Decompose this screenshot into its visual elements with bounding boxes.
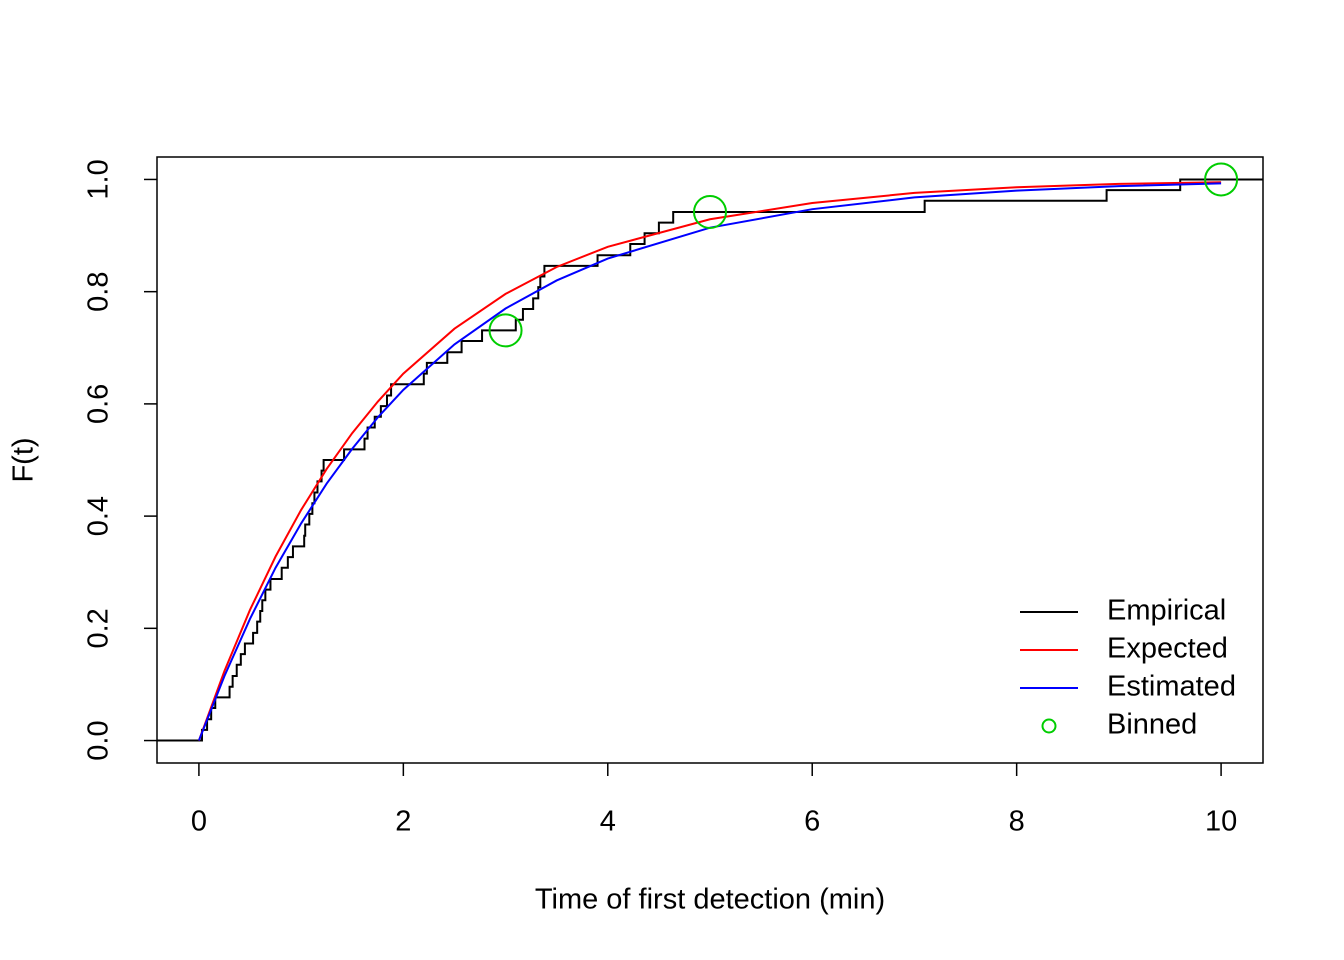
legend-label: Empirical <box>1107 595 1226 627</box>
binned-point <box>693 194 727 229</box>
binned-point <box>488 313 523 348</box>
curve <box>197 182 1222 741</box>
y-tick-label: 0.0 <box>83 720 115 760</box>
y-tick-label: 0.2 <box>83 608 115 648</box>
curve <box>197 181 1222 741</box>
x-tick-label: 4 <box>600 806 616 838</box>
x-tick-label: 10 <box>1205 806 1237 838</box>
legend-label: Expected <box>1107 633 1228 665</box>
y-tick-label: 1.0 <box>83 159 115 199</box>
empirical-step <box>157 178 1263 742</box>
x-axis-label: Time of first detection (min) <box>535 884 885 916</box>
x-tick-label: 8 <box>1009 806 1025 838</box>
y-tick-label: 0.8 <box>83 272 115 312</box>
y-tick-label: 0.6 <box>83 384 115 424</box>
y-axis-label: F(t) <box>8 437 40 482</box>
legend-label: Binned <box>1107 709 1197 741</box>
legend-marker <box>1041 718 1057 734</box>
x-tick-label: 2 <box>395 806 411 838</box>
x-tick-label: 0 <box>191 806 207 838</box>
plot-box <box>156 156 1264 764</box>
x-tick-label: 6 <box>804 806 820 838</box>
y-tick-label: 0.4 <box>83 496 115 536</box>
binned-point <box>1204 162 1239 197</box>
legend-label: Estimated <box>1107 671 1236 703</box>
